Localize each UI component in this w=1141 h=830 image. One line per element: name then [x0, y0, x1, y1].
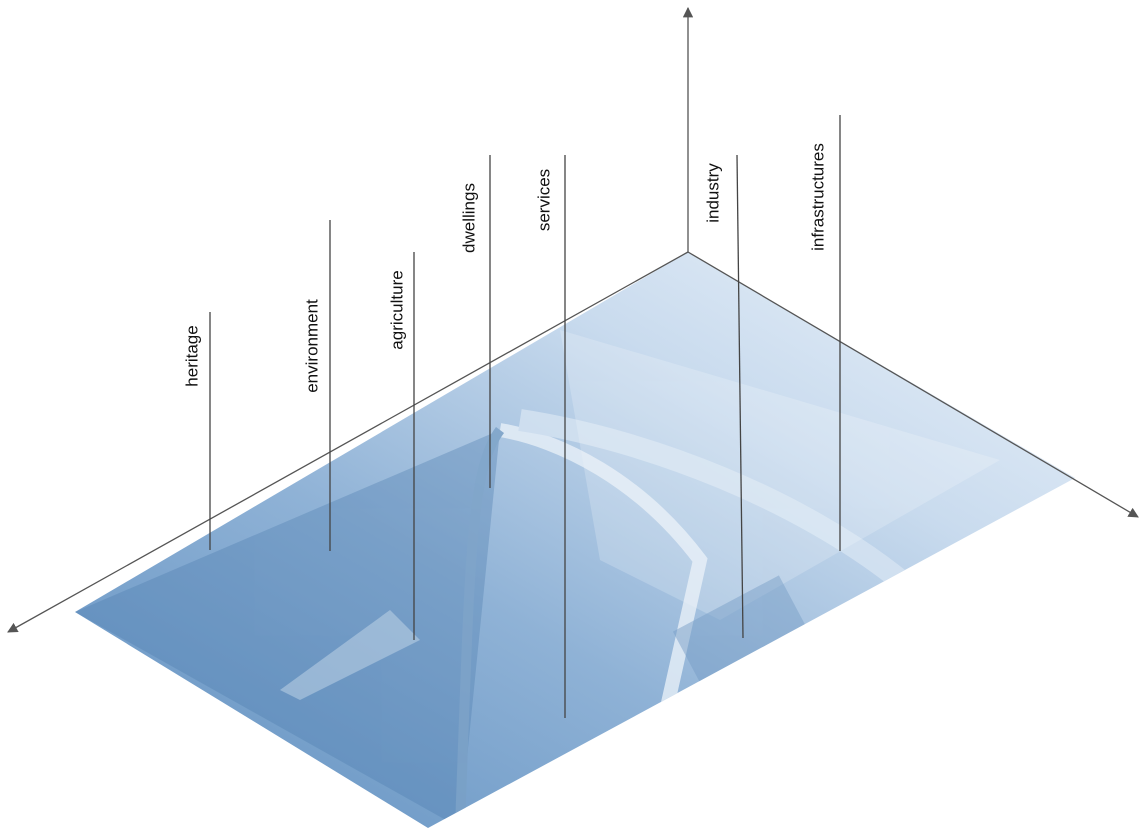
label: industry — [703, 163, 722, 223]
label-stem — [736, 154, 744, 639]
axis-left — [7, 251, 689, 633]
label: heritage — [182, 325, 201, 386]
axis-right — [687, 251, 1139, 518]
label: agriculture — [387, 270, 406, 349]
label: environment — [302, 299, 321, 393]
label: dwellings — [459, 183, 478, 253]
label: infrastructures — [808, 143, 827, 251]
aerial-photo — [75, 252, 1075, 828]
label: services — [534, 169, 553, 231]
